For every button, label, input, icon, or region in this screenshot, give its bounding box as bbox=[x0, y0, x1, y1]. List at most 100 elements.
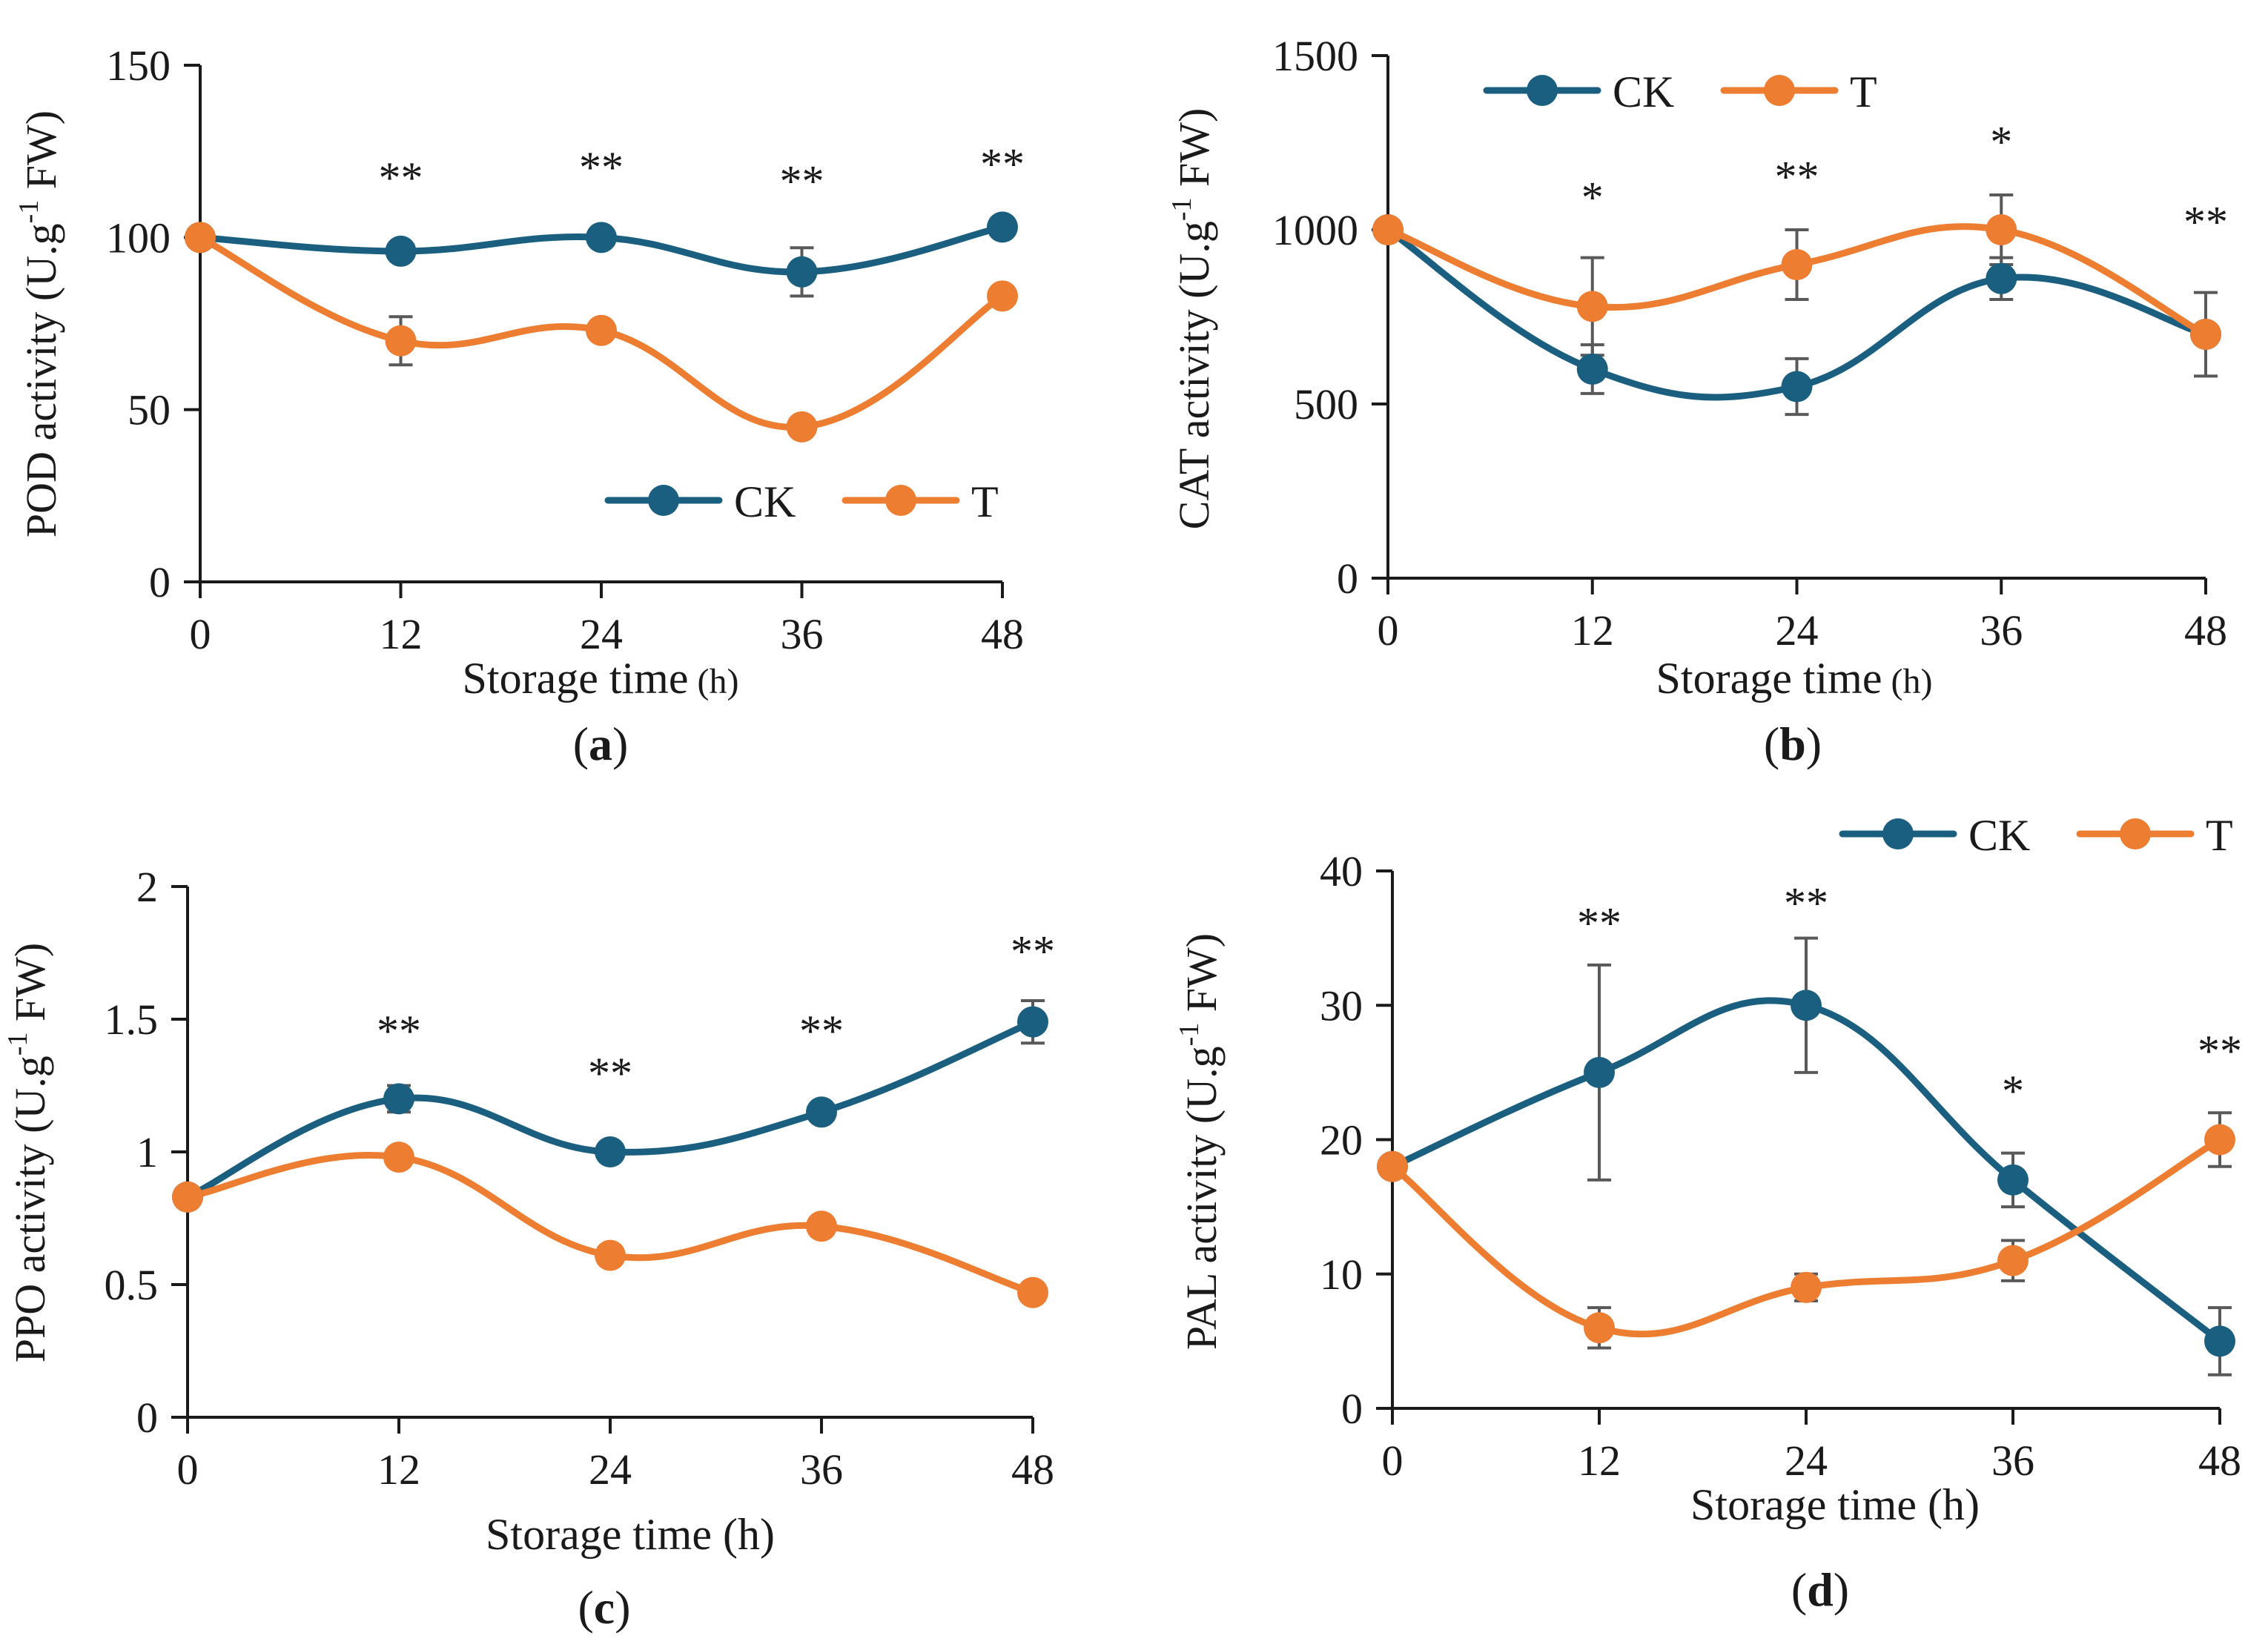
y-tick-label: 30 bbox=[1320, 981, 1363, 1030]
chart-panel-c: 0 0.5 1 1.5 2 0 12 24 36 48 PPO activity (U.g-1 FW… bbox=[2, 863, 1055, 1634]
data-point-ck bbox=[786, 256, 818, 288]
y-tick-label: 1.5 bbox=[105, 995, 159, 1044]
panel-label-close: ) bbox=[1806, 718, 1822, 770]
data-point-t bbox=[2204, 1124, 2235, 1156]
y-tick-label: 0 bbox=[149, 558, 171, 606]
y-tick-label: 500 bbox=[1294, 380, 1358, 428]
x-tick-label: 24 bbox=[580, 610, 623, 658]
legend-label-ck: CK bbox=[1968, 811, 2030, 860]
panel-label: (c) bbox=[578, 1581, 630, 1634]
y-axis-label-sup: -1 bbox=[13, 200, 44, 224]
data-point-t bbox=[1791, 1271, 1822, 1303]
x-axis-label-unit: (h) bbox=[688, 662, 738, 701]
data-point-t bbox=[1576, 291, 1608, 322]
y-axis-label: POD activity (U.g-1 FW) bbox=[13, 110, 65, 537]
y-axis-label-main: POD activity (U.g bbox=[17, 223, 65, 537]
legend-label-t: T bbox=[971, 477, 999, 526]
significance-marker: * bbox=[2002, 1067, 2024, 1116]
legend: CK T bbox=[604, 477, 999, 526]
data-point-t bbox=[2190, 319, 2221, 350]
significance-marker: * bbox=[1990, 117, 2012, 166]
data-point-ck bbox=[2204, 1325, 2235, 1357]
y-axis-label: PPO activity (U.g-1 FW) bbox=[2, 943, 54, 1363]
data-point-t bbox=[383, 1142, 414, 1173]
data-point-ck bbox=[987, 211, 1018, 243]
panel-label-letter: b bbox=[1779, 718, 1806, 770]
x-axis-label: Storage time (h) bbox=[1656, 654, 1933, 703]
significance-marker: ** bbox=[2183, 197, 2228, 246]
data-point-t bbox=[786, 411, 818, 443]
chart-panel-b: 0 500 1000 1500 0 12 24 36 48 CAT activity (U.g-1… bbox=[1166, 32, 2228, 770]
data-point-t bbox=[385, 325, 417, 357]
series-line-t bbox=[184, 1152, 1037, 1296]
data-point-t bbox=[1997, 1245, 2029, 1276]
data-point-t bbox=[1372, 214, 1404, 245]
x-tick-label: 12 bbox=[1578, 1437, 1621, 1485]
x-tick-label: 24 bbox=[589, 1445, 632, 1494]
data-point-t bbox=[595, 1239, 626, 1271]
data-point-ck bbox=[1017, 1006, 1048, 1038]
panel-label-letter: c bbox=[594, 1581, 615, 1634]
panel-label-letter: d bbox=[1807, 1563, 1834, 1616]
x-tick-label: 48 bbox=[981, 610, 1024, 658]
data-point-t bbox=[185, 222, 216, 254]
y-axis-label-tail: FW) bbox=[1170, 108, 1218, 198]
data-point-t bbox=[987, 280, 1018, 312]
significance-marker: * bbox=[1581, 173, 1604, 222]
y-tick-label: 1500 bbox=[1272, 32, 1358, 80]
legend-marker-ck bbox=[648, 485, 679, 516]
legend-marker-ck bbox=[1882, 818, 1914, 849]
y-tick-label: 1000 bbox=[1272, 206, 1358, 254]
x-tick-label: 12 bbox=[377, 1445, 420, 1494]
panel-label-open: ( bbox=[1764, 718, 1779, 770]
y-tick-label: 0 bbox=[1341, 1385, 1363, 1433]
y-axis-label-main: CAT activity (U.g bbox=[1170, 221, 1218, 529]
data-point-t bbox=[806, 1210, 837, 1242]
legend-label-t: T bbox=[2206, 811, 2233, 860]
panel-label-letter: a bbox=[589, 718, 612, 770]
x-tick-label: 24 bbox=[1785, 1437, 1828, 1485]
data-point-ck bbox=[586, 222, 617, 254]
x-tick-label: 36 bbox=[781, 610, 824, 658]
legend-label-t: T bbox=[1850, 67, 1877, 116]
y-axis-label-main: PPO activity (U.g bbox=[6, 1056, 54, 1362]
y-axis-label-tail: FW) bbox=[6, 943, 54, 1033]
data-point-ck bbox=[1986, 262, 2017, 294]
x-axis-label-main: Storage time bbox=[1656, 654, 1882, 703]
x-tick-label: 36 bbox=[800, 1445, 843, 1494]
data-point-ck bbox=[1997, 1164, 2029, 1196]
x-axis-label-main: Storage time (h) bbox=[1690, 1480, 1980, 1529]
significance-marker: ** bbox=[980, 139, 1025, 188]
x-tick-label: 12 bbox=[1571, 606, 1614, 655]
data-point-ck bbox=[1584, 1056, 1615, 1088]
x-axis-label-unit: (h) bbox=[1882, 662, 1932, 701]
y-tick-label: 40 bbox=[1320, 847, 1363, 895]
series-line-t bbox=[1389, 1136, 2224, 1338]
significance-marker: ** bbox=[1011, 927, 1055, 975]
significance-marker: ** bbox=[588, 1049, 632, 1098]
significance-marker: ** bbox=[2198, 1027, 2242, 1076]
legend-marker-ck bbox=[1527, 75, 1558, 106]
data-point-ck bbox=[1576, 354, 1608, 385]
y-tick-label: 20 bbox=[1320, 1116, 1363, 1164]
significance-marker: ** bbox=[1775, 152, 1819, 201]
data-point-ck bbox=[595, 1136, 626, 1167]
y-tick-label: 1 bbox=[136, 1128, 158, 1176]
y-tick-label: 50 bbox=[128, 386, 171, 434]
x-axis-label: Storage time (h) bbox=[486, 1510, 775, 1559]
y-axis-label: PAL activity (U.g-1 FW) bbox=[1174, 933, 1226, 1350]
panel-label-close: ) bbox=[1834, 1563, 1849, 1616]
data-point-t bbox=[172, 1181, 203, 1213]
legend: CK T bbox=[1483, 67, 1877, 116]
significance-marker: ** bbox=[780, 157, 824, 206]
chart-panel-d: 0 10 20 30 40 0 12 24 36 48 PAL activity (U.g-1 FW… bbox=[1174, 811, 2242, 1616]
y-axis-label-sup: -1 bbox=[2, 1033, 33, 1056]
y-axis-label-tail: FW) bbox=[1177, 933, 1226, 1023]
y-tick-label: 0.5 bbox=[105, 1261, 159, 1309]
legend-label-ck: CK bbox=[734, 477, 796, 526]
significance-marker: ** bbox=[379, 153, 423, 202]
panel-label-close: ) bbox=[612, 718, 628, 770]
x-axis-label: Storage time (h) bbox=[463, 654, 739, 703]
significance-marker: ** bbox=[799, 1007, 844, 1056]
